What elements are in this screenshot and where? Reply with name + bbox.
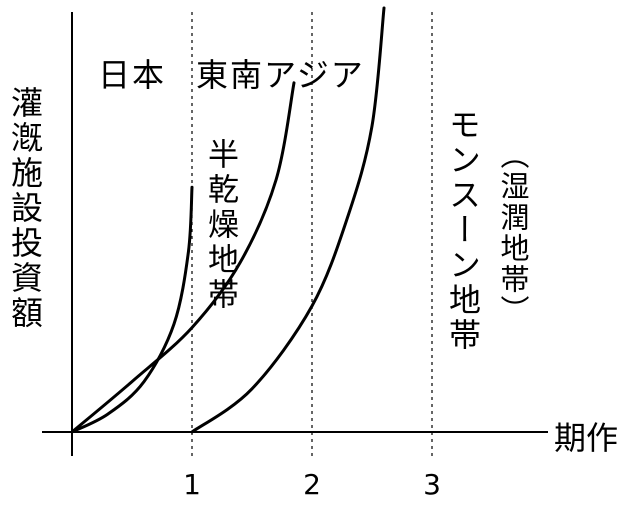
curve-semi-arid	[70, 81, 296, 434]
annotation-southeast-asia: 東南アジア	[196, 56, 365, 94]
x-tick-label-3: 3	[423, 468, 441, 501]
curve-japan	[70, 185, 194, 434]
annotation-humid: （湿潤地帯）	[496, 140, 530, 326]
y-axis-label: 灌漑施設投資額	[6, 86, 44, 331]
curve-monsoon	[190, 6, 386, 434]
x-tick-label-2: 2	[303, 468, 321, 501]
annotation-monsoon: モンスーン地帯	[444, 108, 482, 353]
annotation-japan: 日本	[98, 56, 167, 94]
x-tick-label-1: 1	[183, 468, 201, 501]
x-axis-label: 期作	[554, 419, 619, 457]
annotation-semi-arid: 半乾燥地帯	[202, 138, 238, 313]
